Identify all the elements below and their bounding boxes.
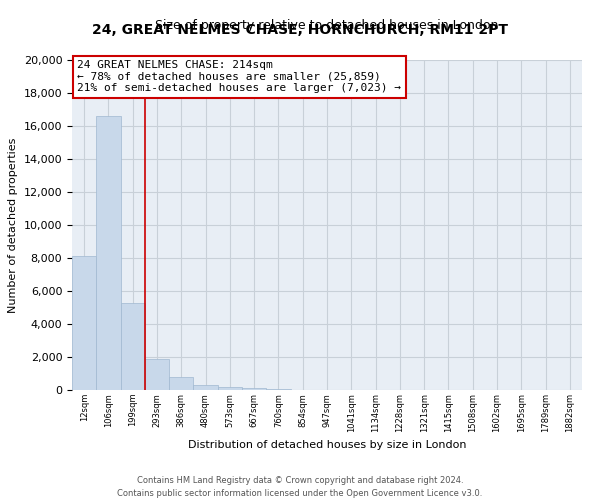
Text: 24, GREAT NELMES CHASE, HORNCHURCH, RM11 2PT: 24, GREAT NELMES CHASE, HORNCHURCH, RM11… [92, 22, 508, 36]
Bar [242, 388, 266, 390]
Bar [72, 256, 96, 390]
Bar [193, 385, 218, 390]
Bar [266, 389, 290, 390]
Y-axis label: Number of detached properties: Number of detached properties [8, 138, 18, 312]
Bar [145, 360, 169, 390]
Text: Contains HM Land Registry data © Crown copyright and database right 2024.
Contai: Contains HM Land Registry data © Crown c… [118, 476, 482, 498]
Bar [218, 386, 242, 390]
Text: 24 GREAT NELMES CHASE: 214sqm
← 78% of detached houses are smaller (25,859)
21% : 24 GREAT NELMES CHASE: 214sqm ← 78% of d… [77, 60, 401, 93]
Title: Size of property relative to detached houses in London: Size of property relative to detached ho… [155, 20, 499, 32]
Bar [169, 377, 193, 390]
Bar [121, 302, 145, 390]
Bar [96, 116, 121, 390]
X-axis label: Distribution of detached houses by size in London: Distribution of detached houses by size … [188, 440, 466, 450]
